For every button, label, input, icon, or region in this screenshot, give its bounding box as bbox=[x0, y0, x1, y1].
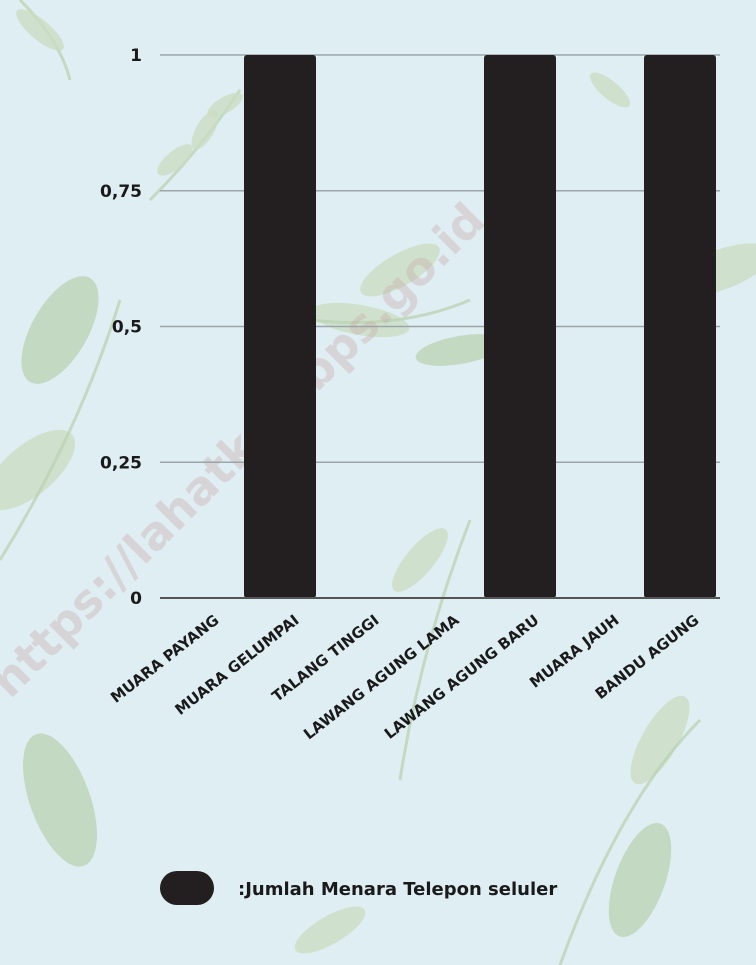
bar bbox=[484, 55, 556, 598]
bar-series bbox=[244, 55, 716, 598]
legend: :Jumlah Menara Telepon seluler bbox=[160, 871, 557, 905]
y-tick-label: 0,75 bbox=[100, 182, 142, 202]
legend-label: :Jumlah Menara Telepon seluler bbox=[238, 879, 557, 900]
y-tick-label: 0 bbox=[130, 589, 142, 609]
x-category-label: LAWANG AGUNG LAMA bbox=[300, 611, 463, 744]
legend-swatch bbox=[160, 871, 214, 905]
y-tick-label: 1 bbox=[130, 46, 142, 66]
bar bbox=[244, 55, 316, 598]
bar bbox=[644, 55, 716, 598]
y-tick-label: 0,5 bbox=[112, 318, 142, 338]
x-category-label: LAWANG AGUNG BARU bbox=[381, 611, 543, 743]
y-tick-label: 0,25 bbox=[100, 453, 142, 473]
y-axis-tick-labels: 0 0,25 0,5 0,75 1 bbox=[100, 46, 142, 609]
